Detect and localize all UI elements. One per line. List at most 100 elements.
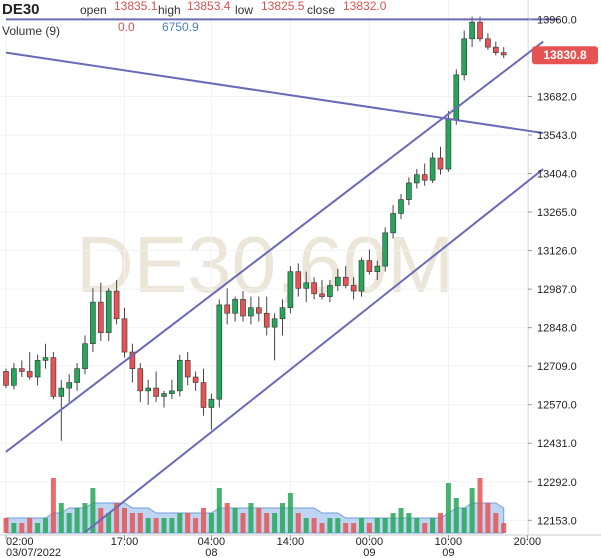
volume-bar bbox=[414, 518, 420, 533]
volume-label: Volume (9) bbox=[2, 24, 60, 38]
candle[interactable] bbox=[82, 335, 88, 375]
candle-body-up bbox=[271, 318, 278, 328]
candle[interactable] bbox=[240, 291, 246, 322]
candle[interactable] bbox=[192, 371, 199, 391]
candle[interactable] bbox=[216, 299, 223, 408]
candle-body-up bbox=[287, 271, 294, 308]
candle[interactable] bbox=[327, 279, 333, 303]
candle[interactable] bbox=[169, 379, 175, 400]
candle[interactable] bbox=[319, 279, 325, 300]
candle[interactable] bbox=[311, 277, 317, 300]
trendline-upper-channel[interactable] bbox=[5, 40, 544, 453]
candle[interactable] bbox=[11, 363, 17, 390]
volume-bar bbox=[374, 518, 380, 533]
candle[interactable] bbox=[295, 263, 302, 297]
candle[interactable] bbox=[113, 279, 120, 325]
candle[interactable] bbox=[90, 288, 96, 353]
candle-body-down bbox=[477, 21, 483, 40]
candle[interactable] bbox=[74, 363, 80, 391]
y-tick-label: 12709.0 bbox=[537, 361, 577, 373]
candle[interactable] bbox=[50, 352, 57, 400]
candle-body-down bbox=[263, 312, 270, 328]
candle[interactable] bbox=[98, 282, 104, 341]
candle[interactable] bbox=[382, 227, 389, 272]
candle[interactable] bbox=[500, 47, 507, 59]
candle[interactable] bbox=[3, 368, 9, 389]
candle[interactable] bbox=[208, 393, 215, 430]
candle[interactable] bbox=[477, 16, 483, 42]
candle[interactable] bbox=[366, 249, 373, 275]
volume-bar bbox=[129, 513, 135, 533]
volume-bar bbox=[303, 518, 309, 533]
candle[interactable] bbox=[453, 69, 460, 125]
candle[interactable] bbox=[406, 177, 412, 206]
candle-body-down bbox=[240, 299, 246, 317]
candle-body-up bbox=[279, 307, 286, 320]
candle-body-down bbox=[342, 276, 349, 286]
candle[interactable] bbox=[232, 296, 238, 322]
candle[interactable] bbox=[137, 363, 144, 402]
candle[interactable] bbox=[200, 368, 207, 416]
candle[interactable] bbox=[26, 352, 33, 380]
candle[interactable] bbox=[279, 299, 286, 336]
candle[interactable] bbox=[492, 41, 499, 56]
candle[interactable] bbox=[153, 371, 159, 402]
trendline-descending[interactable] bbox=[5, 51, 544, 135]
candle[interactable] bbox=[34, 354, 41, 386]
candle[interactable] bbox=[398, 194, 404, 219]
candle[interactable] bbox=[66, 374, 72, 402]
candle[interactable] bbox=[469, 16, 475, 48]
candle[interactable] bbox=[42, 343, 49, 369]
candle-body-up bbox=[161, 393, 167, 397]
candle[interactable] bbox=[413, 169, 420, 189]
y-tick-label: 13960.0 bbox=[537, 14, 577, 26]
candle[interactable] bbox=[421, 163, 428, 186]
candle[interactable] bbox=[145, 379, 151, 405]
candle[interactable] bbox=[271, 313, 278, 361]
candle[interactable] bbox=[177, 354, 183, 397]
candle[interactable] bbox=[184, 352, 191, 386]
candle[interactable] bbox=[18, 360, 25, 377]
volume-bar bbox=[445, 483, 451, 533]
volume-bar bbox=[19, 523, 25, 533]
x-tick-label: 04:00 bbox=[198, 536, 226, 548]
candle[interactable] bbox=[105, 288, 112, 341]
candle[interactable] bbox=[161, 390, 167, 408]
candle[interactable] bbox=[263, 296, 270, 336]
volume-bar bbox=[398, 508, 404, 533]
candle[interactable] bbox=[350, 277, 357, 300]
volume-bar bbox=[122, 508, 127, 533]
candle[interactable] bbox=[461, 30, 468, 81]
candle-body-down bbox=[98, 301, 104, 333]
candle-body-up bbox=[177, 360, 183, 392]
candle[interactable] bbox=[358, 257, 365, 297]
candle[interactable] bbox=[224, 288, 230, 325]
close-value: 13832.0 bbox=[343, 0, 387, 13]
candle[interactable] bbox=[429, 152, 436, 183]
candle[interactable] bbox=[437, 146, 444, 175]
candle[interactable] bbox=[485, 33, 491, 50]
candle[interactable] bbox=[390, 205, 396, 239]
candle-body-down bbox=[485, 38, 491, 48]
trendline-lower-channel[interactable] bbox=[84, 168, 544, 534]
candle-body-up bbox=[334, 276, 341, 286]
candle[interactable] bbox=[129, 343, 136, 383]
candle[interactable] bbox=[342, 266, 349, 289]
candle[interactable] bbox=[303, 271, 310, 303]
candle[interactable] bbox=[121, 307, 128, 358]
x-tick-label: 10:00 bbox=[435, 536, 463, 548]
candle-body-down bbox=[366, 260, 373, 272]
candle[interactable] bbox=[287, 266, 294, 314]
trendline-layer[interactable] bbox=[5, 18, 559, 534]
volume-bar bbox=[477, 478, 483, 533]
low-value: 13825.5 bbox=[261, 0, 305, 13]
candle[interactable] bbox=[374, 260, 381, 280]
candle[interactable] bbox=[255, 296, 262, 322]
candle-body-up bbox=[74, 368, 80, 383]
candle[interactable] bbox=[248, 296, 254, 325]
candle[interactable] bbox=[334, 268, 341, 292]
y-tick-label: 12153.0 bbox=[537, 515, 577, 527]
price-axis[interactable]: 13960.0 13682.0 13543.0 13404.0 13265.0 13126… bbox=[528, 14, 577, 527]
